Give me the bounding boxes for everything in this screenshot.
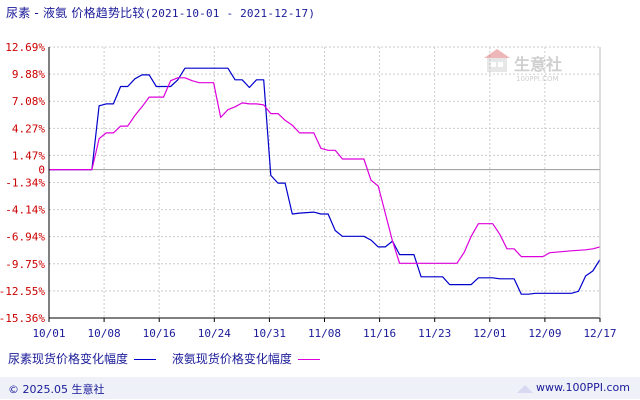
y-tick-label: -6.94% <box>5 231 45 244</box>
x-tick-label: 10/16 <box>143 327 176 340</box>
y-tick-label: -12.55% <box>0 285 45 298</box>
chart-title: 尿素 - 液氨 价格趋势比较(2021-10-01 - 2021-12-17) <box>6 4 315 21</box>
site-logo-icon <box>517 385 534 393</box>
x-tick-label: 11/16 <box>363 327 396 340</box>
legend: 尿素现货价格变化幅度 液氨现货价格变化幅度 <box>8 350 332 367</box>
y-tick-label: -1.34% <box>5 177 45 190</box>
y-tick-label: 9.88% <box>12 68 45 81</box>
house-icon <box>484 49 510 72</box>
series-line-urea <box>49 67 601 295</box>
x-tick-label: 11/08 <box>308 327 341 340</box>
grid-lines <box>49 46 600 319</box>
watermark-text: 生意社 <box>514 55 562 74</box>
x-tick-label: 10/24 <box>198 327 231 340</box>
y-axis-ticks: 12.69% 9.88% 7.08% 4.27% 1.47% 0-1.34% -4.14% -… <box>0 41 45 325</box>
series-line-ammonia <box>49 77 601 264</box>
y-tick-label: 0 <box>38 164 45 177</box>
x-tick-label: 10/08 <box>88 327 121 340</box>
watermark: 生意社 100PPI.COM <box>484 49 562 83</box>
x-tick-label: 12/01 <box>473 327 506 340</box>
title-text: 尿素 - 液氨 价格趋势比较 <box>6 6 145 20</box>
y-tick-label: 1.47% <box>12 149 45 162</box>
legend-item-urea: 尿素现货价格变化幅度 <box>8 350 157 367</box>
legend-swatch-ammonia <box>297 359 320 360</box>
x-tick-label: 12/09 <box>528 327 561 340</box>
title-date-range: (2021-10-01 - 2021-12-17) <box>144 7 316 20</box>
y-tick-label: 7.08% <box>12 95 45 108</box>
y-tick-label: -9.75% <box>5 258 45 271</box>
y-tick-label: 12.69% <box>5 41 45 54</box>
price-trend-chart: 生意社 100PPI.COM 12.69% 9.88% 7.08% 4.27% 1.47… <box>0 41 617 340</box>
x-tick-label: 10/01 <box>32 327 65 340</box>
x-tick-label: 12/17 <box>583 327 616 340</box>
x-tick-label: 10/31 <box>253 327 286 340</box>
legend-item-ammonia: 液氨现货价格变化幅度 <box>172 350 320 367</box>
axes <box>48 47 601 319</box>
x-axis-ticks: 10/01 10/08 10/16 10/24 10/31 11/08 11/16 11/23… <box>32 318 617 340</box>
footer-bar <box>0 377 640 399</box>
series-lines <box>49 67 601 295</box>
y-tick-label: 4.27% <box>12 122 45 135</box>
y-tick-label: -4.14% <box>5 204 45 217</box>
legend-label-urea: 尿素现货价格变化幅度 <box>8 352 129 366</box>
legend-label-ammonia: 液氨现货价格变化幅度 <box>171 352 292 366</box>
y-tick-label: -15.36% <box>0 312 45 325</box>
x-tick-label: 11/23 <box>418 327 451 340</box>
site-url[interactable]: www.100PPI.com <box>517 381 630 394</box>
legend-swatch-urea <box>134 359 157 360</box>
site-url-text: www.100PPI.com <box>536 381 630 394</box>
footer: © 2025.05 生意社 www.100PPI.com <box>0 375 640 400</box>
copyright-text: © 2025.05 生意社 <box>8 383 105 396</box>
watermark-subtext: 100PPI.COM <box>516 75 559 83</box>
